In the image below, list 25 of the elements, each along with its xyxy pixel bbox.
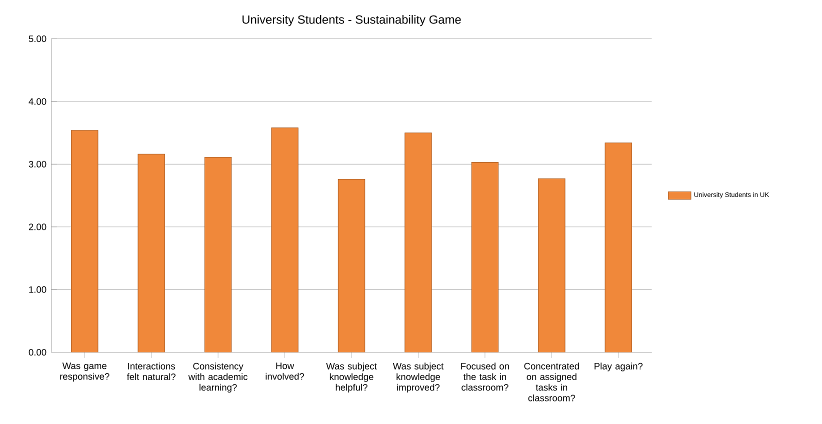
- bar: [138, 154, 165, 352]
- y-tick-label: 2.00: [28, 223, 46, 230]
- x-tick-label: Consistency with academic learning?: [188, 362, 248, 392]
- y-tick-label: 4.00: [28, 98, 46, 105]
- x-tick-label: How involved?: [266, 362, 304, 380]
- bar: [404, 132, 432, 352]
- bar: [271, 127, 298, 352]
- y-tick-label: 0.00: [28, 348, 46, 356]
- x-tick-label: Play again?: [594, 362, 643, 372]
- y-tick-label: 1.00: [29, 286, 46, 293]
- bar: [338, 178, 366, 352]
- y-tick-label: 3.00: [28, 160, 46, 168]
- bar: [71, 130, 98, 352]
- x-tick-label: Was game responsive?: [60, 362, 110, 382]
- x-tick-label: Concentrated on assigned tasks in classroom?: [524, 362, 579, 402]
- y-tick-label: 5.00: [28, 35, 46, 42]
- x-tick-label: Interactions felt natural?: [126, 362, 176, 380]
- chart-title: University Students - Sustainability Game: [242, 14, 461, 26]
- bar: [471, 162, 499, 352]
- bar: [604, 142, 632, 352]
- x-tick-label: Focused on the task in classroom?: [461, 362, 509, 391]
- bar: [204, 156, 232, 352]
- bar: [538, 178, 566, 352]
- x-tick-label: Was subject knowledge improved?: [392, 362, 444, 392]
- x-tick-label: Was subject knowledge helpful?: [326, 362, 377, 392]
